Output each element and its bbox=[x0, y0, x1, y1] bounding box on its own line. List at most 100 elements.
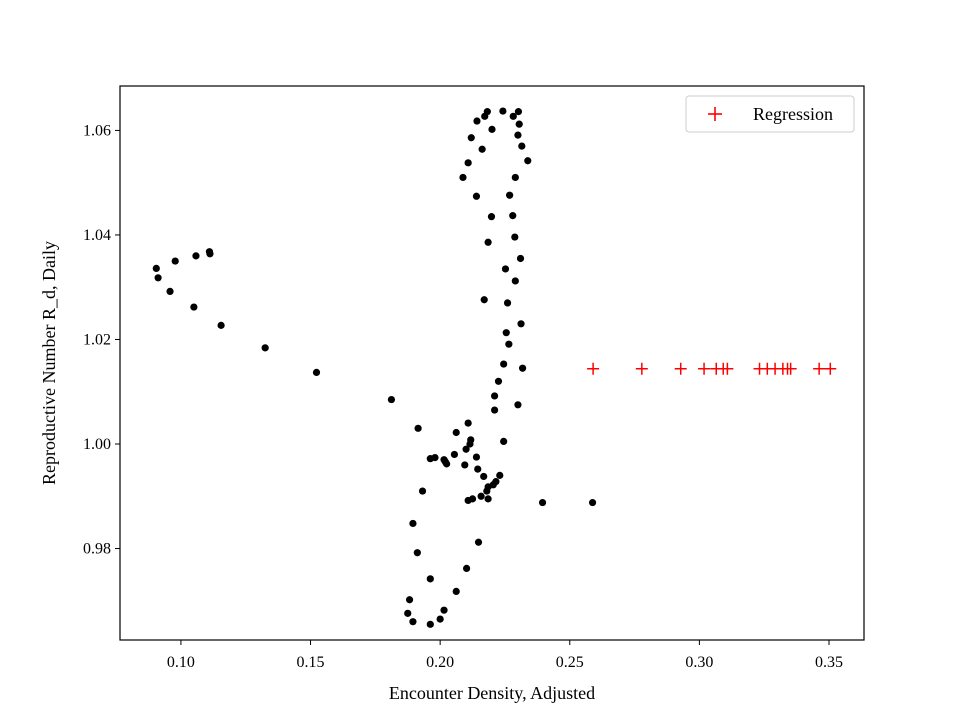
data-point bbox=[511, 173, 519, 182]
x-axis-ticks: 0.10 0.15 0.20 0.25 0.30 0.35 bbox=[167, 640, 843, 671]
plot-frame bbox=[119, 85, 865, 641]
data-point bbox=[462, 564, 471, 572]
data-point bbox=[503, 299, 512, 307]
data-points bbox=[152, 107, 837, 628]
y-tick-label: 1.04 bbox=[83, 227, 111, 244]
x-tick-label: 0.30 bbox=[685, 654, 713, 671]
regression-point bbox=[813, 362, 826, 375]
data-point bbox=[484, 238, 492, 246]
data-point bbox=[474, 465, 482, 473]
data-point bbox=[426, 575, 434, 583]
data-point bbox=[478, 145, 486, 153]
data-point bbox=[152, 264, 160, 273]
data-point bbox=[518, 364, 527, 372]
data-point bbox=[461, 461, 469, 469]
x-tick-label: 0.10 bbox=[167, 654, 195, 671]
data-point bbox=[514, 131, 522, 139]
data-point bbox=[487, 213, 496, 221]
x-tick-label: 0.35 bbox=[815, 654, 843, 671]
data-point bbox=[431, 453, 439, 462]
data-point bbox=[190, 303, 198, 311]
data-point bbox=[490, 406, 499, 414]
data-point bbox=[500, 437, 508, 445]
data-point bbox=[418, 487, 427, 495]
data-point bbox=[509, 212, 517, 220]
regression-point bbox=[824, 362, 837, 375]
y-axis-ticks: 0.98 1.00 1.02 1.04 1.06 bbox=[83, 122, 120, 558]
data-point bbox=[452, 428, 460, 437]
data-point bbox=[409, 618, 417, 626]
x-tick-label: 0.20 bbox=[426, 654, 454, 671]
data-point bbox=[588, 498, 597, 507]
regression-point bbox=[784, 362, 797, 375]
data-point bbox=[467, 436, 475, 444]
data-point bbox=[509, 112, 517, 120]
data-point bbox=[474, 538, 483, 546]
data-point bbox=[452, 587, 460, 595]
data-point bbox=[426, 620, 434, 628]
data-point bbox=[488, 125, 496, 133]
legend-marker-regression bbox=[708, 107, 722, 121]
legend-label-regression: Regression bbox=[753, 104, 833, 124]
y-tick-label: 1.00 bbox=[83, 436, 111, 453]
data-point bbox=[413, 549, 421, 557]
data-point bbox=[404, 609, 412, 617]
data-point bbox=[483, 108, 491, 116]
data-point bbox=[496, 471, 504, 479]
data-point bbox=[443, 460, 451, 468]
data-point bbox=[464, 419, 472, 427]
data-point bbox=[462, 445, 470, 453]
data-point bbox=[511, 277, 519, 285]
y-tick-label: 1.06 bbox=[83, 122, 111, 139]
data-point bbox=[518, 142, 526, 150]
data-point bbox=[459, 173, 467, 182]
data-point bbox=[480, 472, 488, 481]
x-tick-label: 0.15 bbox=[297, 654, 325, 671]
data-point bbox=[477, 492, 485, 500]
y-axis-label: Reproductive Number R_d, Daily bbox=[39, 241, 59, 485]
data-point bbox=[312, 368, 321, 377]
x-axis-label: Encounter Density, Adjusted bbox=[389, 683, 595, 703]
data-point bbox=[464, 159, 472, 167]
data-point bbox=[436, 615, 444, 623]
data-point bbox=[414, 424, 422, 432]
data-point bbox=[492, 478, 500, 486]
regression-point bbox=[635, 362, 648, 375]
data-point bbox=[440, 606, 448, 614]
data-point bbox=[206, 250, 214, 258]
data-point bbox=[524, 157, 532, 165]
y-tick-label: 1.02 bbox=[83, 331, 111, 348]
data-point bbox=[405, 596, 414, 604]
data-point bbox=[192, 252, 200, 260]
regression-point bbox=[698, 362, 711, 375]
y-tick-label: 0.98 bbox=[83, 541, 111, 558]
data-point bbox=[154, 274, 162, 282]
data-point bbox=[517, 320, 525, 328]
data-point bbox=[490, 392, 499, 400]
data-point bbox=[467, 134, 475, 142]
data-point bbox=[387, 395, 396, 404]
regression-point bbox=[721, 362, 734, 375]
data-point bbox=[514, 401, 522, 409]
data-point bbox=[217, 321, 225, 329]
data-point bbox=[166, 287, 174, 295]
data-point bbox=[480, 296, 488, 304]
legend: Regression bbox=[685, 95, 855, 133]
data-point bbox=[502, 329, 510, 337]
data-point bbox=[505, 340, 513, 348]
regression-point bbox=[587, 362, 600, 375]
data-point bbox=[515, 120, 523, 128]
data-point bbox=[450, 450, 459, 459]
data-point bbox=[506, 191, 514, 199]
data-point bbox=[500, 360, 508, 368]
data-point bbox=[499, 107, 507, 115]
data-point bbox=[484, 495, 492, 503]
data-point bbox=[501, 265, 510, 273]
data-point bbox=[494, 377, 503, 385]
data-point bbox=[514, 108, 523, 116]
data-point bbox=[171, 257, 179, 265]
x-tick-label: 0.25 bbox=[556, 654, 584, 671]
data-point bbox=[261, 344, 269, 352]
data-point bbox=[538, 498, 547, 507]
